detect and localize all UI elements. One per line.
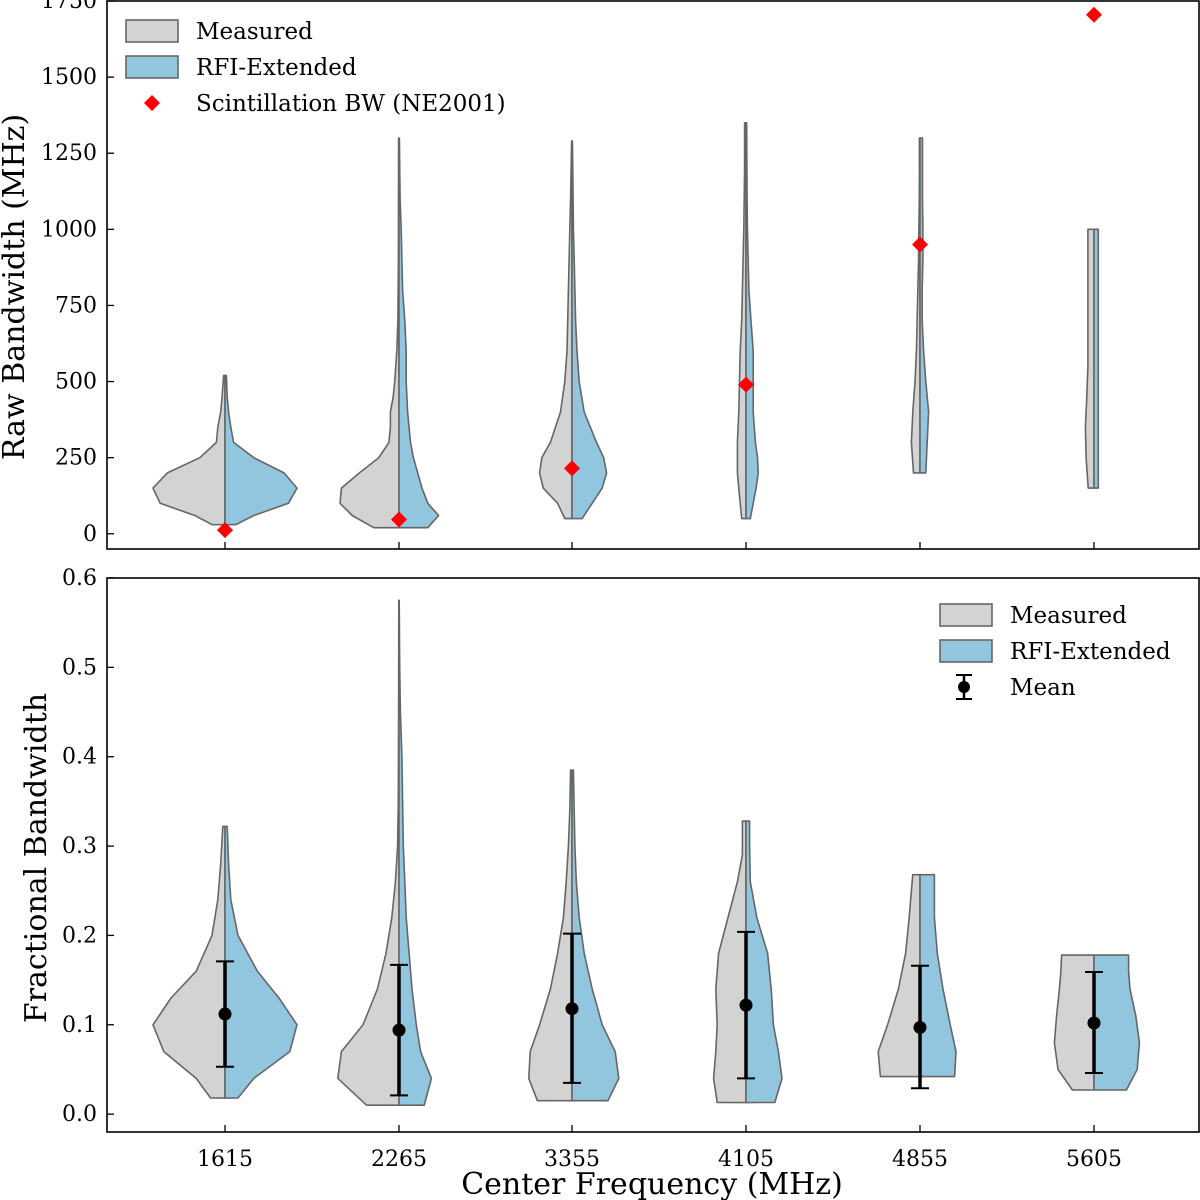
top-y-tick-label: 1500 (41, 65, 97, 90)
bottom-x-tick-label: 4105 (718, 1147, 774, 1172)
mean-marker-5605 (1087, 1016, 1101, 1030)
scintillation-bw-marker-3355 (564, 460, 580, 477)
top-legend: Measured RFI-Extended Scintillation BW (NE… (125, 19, 506, 117)
top-legend-swatch-1 (125, 55, 179, 79)
top-y-tick-label: 1750 (41, 0, 97, 14)
bottom-y-tick-label: 0.4 (62, 745, 97, 770)
bottom-violin-rfi-extended-3355 (571, 769, 620, 1102)
top-y-tick-label: 1250 (41, 141, 97, 166)
mean-marker-4855 (913, 1020, 927, 1034)
bottom-violin-rfi-extended-4105 (745, 820, 783, 1104)
bottom-violin-measured-1615 (152, 825, 226, 1099)
top-plot-frame (106, 0, 1200, 550)
bottom-legend-label-0: Measured (1010, 603, 1127, 629)
bottom-legend-label-2: Mean (1010, 675, 1076, 701)
bottom-violin-measured-4105 (712, 820, 747, 1104)
top-violin-rfi-extended-5605 (1093, 228, 1100, 489)
top-violin-measured-4105 (736, 121, 747, 520)
scintillation-bw-marker-2265 (391, 511, 407, 528)
scintillation-bw-marker-1615 (217, 522, 233, 539)
bottom-violin-rfi-extended-4855 (919, 873, 957, 1078)
bottom-violin-measured-5605 (1053, 954, 1095, 1091)
top-violin-rfi-extended-3355 (571, 140, 608, 520)
top-violin-measured-1615 (152, 374, 226, 526)
bottom-legend-swatch-1 (939, 639, 993, 663)
top-violin-measured-3355 (538, 140, 573, 520)
top-legend-swatch-2 (144, 95, 160, 111)
mean-marker-2265 (392, 1023, 406, 1037)
bottom-y-tick-label: 0.2 (62, 923, 97, 948)
top-violin-rfi-extended-4855 (919, 137, 930, 474)
scintillation-bw-marker-4105 (738, 376, 754, 393)
top-legend-label-2: Scintillation BW (NE2001) (196, 91, 506, 117)
bottom-y-tick-label: 0.5 (62, 655, 97, 680)
bottom-y-tick-label: 0.6 (62, 566, 97, 591)
bottom-violin-rfi-extended-2265 (398, 599, 433, 1106)
top-legend-label-0: Measured (196, 19, 313, 45)
bottom-violin-rfi-extended-5605 (1093, 954, 1141, 1091)
scintillation-bw-marker-5605 (1086, 6, 1102, 23)
bottom-x-tick-label: 4855 (892, 1147, 948, 1172)
mean-marker-4105 (739, 998, 753, 1012)
bottom-legend-label-1: RFI-Extended (1010, 639, 1171, 665)
bottom-y-tick-label: 0.1 (62, 1013, 97, 1038)
bottom-plot-frame (106, 577, 1200, 1133)
raw-bandwidth-panel: 0 250 500 750 1000 1250 1500 1750 Measured RFI-Ex… (41, 0, 1200, 550)
top-violin-rfi-extended-4105 (745, 121, 759, 520)
bottom-x-tick-label: 1615 (197, 1147, 253, 1172)
bottom-legend-swatch-0 (939, 603, 993, 627)
top-y-tick-label: 0 (83, 522, 97, 547)
top-legend-label-1: RFI-Extended (196, 55, 357, 81)
top-legend-swatch-0 (125, 19, 179, 43)
top-y-tick-label: 250 (55, 446, 97, 471)
bottom-x-tick-label: 2265 (371, 1147, 427, 1172)
bottom-violin-rfi-extended-1615 (224, 825, 298, 1099)
bottom-y-tick-label: 0.0 (62, 1102, 97, 1127)
bottom-legend: Measured RFI-Extended Mean (939, 603, 1171, 701)
mean-marker-1615 (218, 1007, 232, 1021)
bottom-y-axis-title: Fractional Bandwidth (19, 693, 54, 1023)
bottom-violin-measured-3355 (528, 769, 573, 1102)
bottom-violin-measured-4855 (877, 873, 921, 1078)
x-axis-title: Center Frequency (MHz) (461, 1167, 843, 1200)
fractional-bandwidth-panel: 0.0 0.1 0.2 0.3 0.4 0.5 0.6 1615 2265 3355 4105 485… (62, 566, 1200, 1172)
mean-marker-3355 (565, 1002, 579, 1016)
top-y-tick-label: 500 (55, 370, 97, 395)
bottom-y-tick-label: 0.3 (62, 834, 97, 859)
scintillation-bw-marker-4855 (912, 236, 928, 253)
top-y-tick-label: 1000 (41, 217, 97, 242)
bottom-legend-swatch-dot-2 (958, 681, 970, 693)
top-violin-measured-5605 (1084, 228, 1095, 489)
bottom-x-tick-label: 3355 (544, 1147, 600, 1172)
top-y-axis-title: Raw Bandwidth (MHz) (0, 114, 32, 460)
top-violin-rfi-extended-1615 (224, 374, 298, 526)
bottom-x-tick-label: 5605 (1066, 1147, 1122, 1172)
top-y-tick-label: 750 (55, 293, 97, 318)
top-violin-rfi-extended-2265 (398, 137, 440, 529)
